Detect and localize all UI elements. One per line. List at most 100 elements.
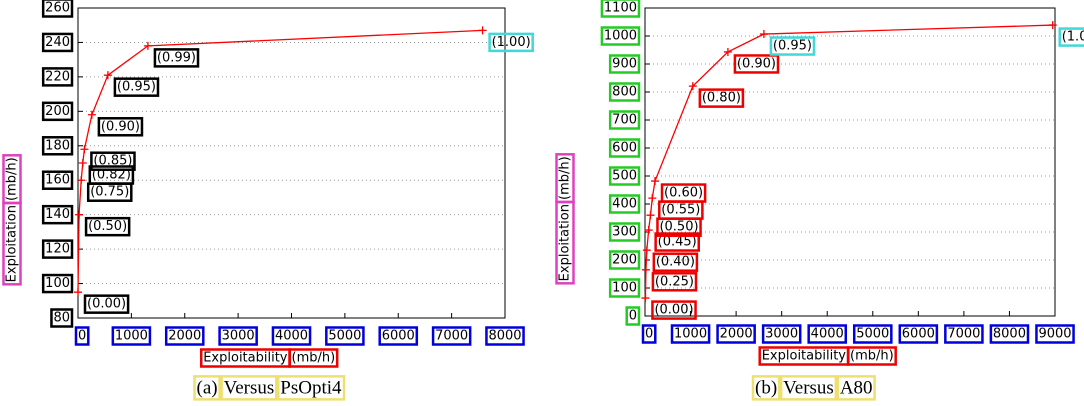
- x-axis-title: Exploitability: [762, 349, 847, 364]
- point-label-box: [1058, 27, 1084, 47]
- point-label: (0.90): [101, 119, 140, 134]
- caption-word: (a): [197, 377, 218, 398]
- y-axis-title-group: Exploitation: [555, 200, 575, 285]
- caption-word-box: [779, 375, 838, 401]
- point-label: (1.00): [1062, 30, 1084, 45]
- x-tick-label-group: 5000: [325, 326, 365, 346]
- y-tick-label-box: [50, 308, 74, 328]
- y-tick-label-box: [608, 82, 641, 102]
- data-point: [103, 71, 112, 80]
- caption-word: Versus: [224, 377, 275, 398]
- point-label-group: (0.85): [90, 151, 136, 171]
- point-label-group: (0.45): [654, 232, 700, 252]
- x-tick-label-group: 6000: [378, 326, 419, 346]
- x-tick-label-group: 8000: [989, 324, 1030, 344]
- data-point: [646, 211, 655, 220]
- plot-frame: [77, 7, 506, 319]
- caption-word-box: [220, 375, 278, 401]
- point-label: (1.00): [492, 35, 531, 50]
- y-tick-label: 100: [45, 276, 70, 291]
- x-tick-label-box: [670, 324, 711, 344]
- y-tick-label-group: 260: [41, 0, 74, 18]
- data-point: [1048, 21, 1057, 30]
- data-point: [644, 226, 653, 235]
- y-tick-label-box: [41, 101, 74, 122]
- data-point: [642, 246, 651, 255]
- point-label: (0.00): [87, 297, 126, 312]
- point-label-group: (0.40): [652, 252, 699, 272]
- point-label-group: (0.75): [86, 182, 133, 202]
- plot-frame: [644, 7, 1056, 317]
- point-label-group: (0.50): [656, 217, 702, 237]
- x-tick-label: 5000: [328, 329, 361, 344]
- x-tick-label: 1000: [115, 329, 148, 344]
- data-point: [641, 265, 650, 274]
- point-label: (0.95): [117, 80, 156, 95]
- y-tick-label: 200: [612, 253, 637, 268]
- caption-word-group: PsOpti4: [277, 375, 346, 401]
- x-axis-title-box: [288, 348, 339, 368]
- caption-word: A80: [840, 377, 873, 398]
- point-label-group: (0.55): [658, 200, 704, 220]
- data-point: [641, 294, 650, 303]
- caption-word-box: [836, 375, 876, 401]
- point-label: (0.45): [658, 235, 697, 250]
- x-tick-label-group: 6000: [898, 324, 939, 344]
- point-label: (0.55): [661, 203, 700, 218]
- point-label-box: [651, 300, 697, 320]
- y-tick-label: 140: [45, 207, 70, 222]
- point-label-box: [153, 48, 200, 68]
- data-point: [648, 194, 657, 203]
- point-label-group: (0.00): [83, 294, 130, 314]
- x-tick-label: 0: [78, 329, 86, 344]
- y-tick-label-box: [41, 170, 74, 190]
- y-axis-title-group: Exploitation: [2, 201, 22, 286]
- point-label-box: [651, 272, 698, 292]
- x-tick-label: 9000: [1038, 327, 1071, 342]
- point-label: (0.25): [655, 274, 694, 289]
- data-point: [723, 47, 732, 56]
- point-label: (0.50): [659, 220, 698, 235]
- point-label-box: [733, 54, 780, 74]
- y-tick-label-box: [608, 278, 641, 298]
- point-label-group: (0.50): [84, 216, 131, 237]
- y-tick-label: 400: [612, 197, 637, 212]
- y-tick-label: 1100: [604, 1, 637, 16]
- y-tick-label-box: [625, 306, 641, 326]
- x-tick-label-box: [807, 324, 848, 344]
- x-tick-label: 0: [645, 327, 653, 342]
- x-axis-title: Exploitability: [203, 351, 288, 366]
- y-tick-label-group: 200: [41, 101, 74, 122]
- x-tick-label-group: 1000: [670, 324, 711, 344]
- y-tick-label-group: 900: [608, 54, 641, 74]
- x-tick-label: 6000: [382, 329, 415, 344]
- y-tick-label: 200: [45, 104, 70, 119]
- y-axis-title: (mb/h): [5, 157, 20, 201]
- point-label: (0.90): [737, 56, 776, 71]
- x-tick-label-group: 8000: [485, 326, 525, 346]
- x-tick-label-group: 7000: [431, 326, 472, 346]
- point-label: (0.60): [664, 186, 703, 201]
- y-tick-label-box: [608, 222, 641, 242]
- y-axis-title: Exploitation: [558, 204, 573, 281]
- point-label-group: (1.00): [488, 32, 534, 53]
- x-tick-label-group: 2000: [716, 324, 756, 344]
- data-point: [87, 110, 96, 119]
- x-tick-label-group: 3000: [761, 324, 802, 344]
- y-tick-label-box: [608, 250, 641, 270]
- point-label-group: (0.80): [698, 88, 745, 108]
- x-tick-label: 3000: [765, 327, 798, 342]
- x-tick-label-box: [716, 324, 756, 344]
- caption-word-group: (b): [751, 375, 781, 401]
- y-axis-title-box: [555, 153, 575, 204]
- x-tick-label: 2000: [168, 329, 201, 344]
- data-point: [78, 159, 87, 167]
- point-label-box: [90, 151, 136, 171]
- y-tick-label-box: [41, 136, 74, 156]
- y-tick-label: 220: [45, 69, 70, 84]
- x-tick-label-box: [74, 326, 90, 346]
- point-label-box: [83, 294, 130, 314]
- data-point: [651, 177, 660, 186]
- y-tick-label-group: 800: [608, 82, 641, 102]
